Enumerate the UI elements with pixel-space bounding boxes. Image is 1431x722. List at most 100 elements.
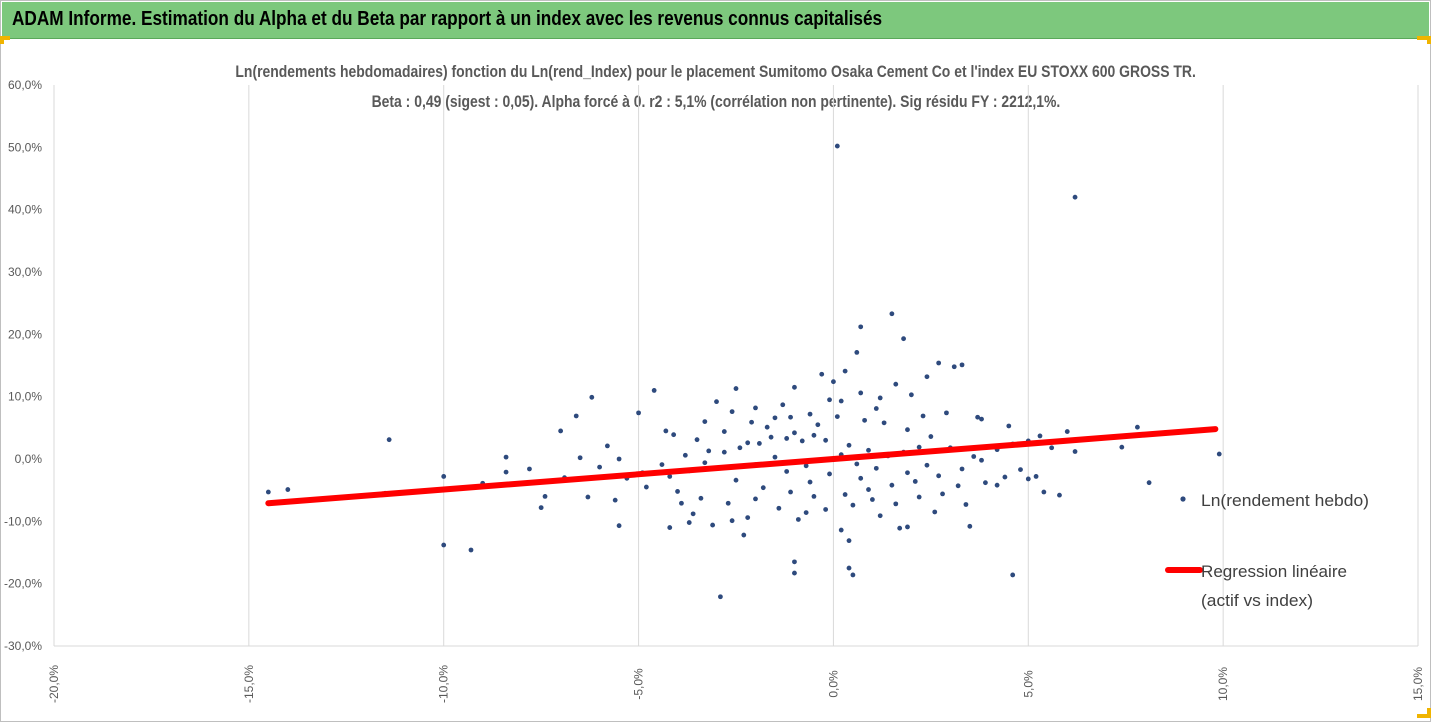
corner-marker xyxy=(1427,36,1431,44)
data-point xyxy=(963,502,969,507)
data-point xyxy=(768,434,774,440)
data-point xyxy=(441,474,447,479)
data-point xyxy=(831,379,836,385)
data-point xyxy=(803,463,809,469)
y-tick-label: 10,0% xyxy=(8,390,42,404)
y-tick-label: 20,0% xyxy=(8,327,42,341)
data-point xyxy=(675,489,680,494)
data-point xyxy=(967,523,973,529)
data-point xyxy=(702,460,708,466)
data-point xyxy=(585,494,591,500)
data-point xyxy=(924,374,930,380)
data-point xyxy=(854,461,860,467)
data-point xyxy=(936,360,942,366)
data-point xyxy=(994,482,1000,488)
data-point xyxy=(776,505,782,511)
data-point xyxy=(807,411,813,417)
data-point xyxy=(846,538,852,544)
data-point xyxy=(265,489,271,495)
data-point xyxy=(815,422,821,428)
regression-line xyxy=(265,426,1219,507)
y-tick-label: -20,0% xyxy=(4,577,42,591)
data-point xyxy=(745,440,751,446)
data-point xyxy=(905,427,910,433)
report-title: ADAM Informe. Estimation du Alpha et du … xyxy=(12,8,883,30)
data-point xyxy=(756,441,762,446)
data-point xyxy=(858,390,864,396)
corner-marker xyxy=(0,36,4,44)
data-point xyxy=(955,483,961,489)
data-point xyxy=(811,494,817,499)
y-tick-label: 40,0% xyxy=(8,203,42,217)
data-point xyxy=(1049,445,1055,451)
data-point xyxy=(1057,492,1062,498)
data-point xyxy=(838,527,844,533)
data-point xyxy=(889,311,895,317)
data-point xyxy=(573,413,579,419)
data-point xyxy=(905,470,910,476)
data-point xyxy=(1006,423,1012,429)
data-point xyxy=(936,473,942,479)
y-tick-label: 60,0% xyxy=(8,78,42,92)
x-tick-label: -10,0% xyxy=(437,665,451,703)
data-point xyxy=(643,484,649,490)
data-point xyxy=(764,424,770,430)
data-point xyxy=(979,416,984,422)
data-point xyxy=(866,487,871,492)
data-point xyxy=(893,381,899,387)
data-point xyxy=(686,520,692,525)
data-point xyxy=(468,547,474,553)
data-point xyxy=(604,443,610,449)
data-point xyxy=(850,502,856,508)
x-tick-label: 10,0% xyxy=(1216,667,1230,701)
data-point xyxy=(1010,572,1016,578)
data-point xyxy=(1025,476,1031,482)
data-point xyxy=(741,532,747,538)
data-point xyxy=(737,445,743,451)
data-point xyxy=(503,469,509,475)
data-point xyxy=(1146,480,1152,486)
data-point xyxy=(1064,429,1070,434)
data-point xyxy=(889,482,895,488)
data-point xyxy=(718,594,723,600)
data-point xyxy=(721,429,727,434)
data-point xyxy=(733,386,739,391)
data-point xyxy=(694,437,700,443)
data-point xyxy=(854,350,860,355)
data-point xyxy=(834,143,840,149)
points-layer xyxy=(265,143,1222,600)
data-point xyxy=(1216,451,1222,457)
data-point xyxy=(1037,433,1043,439)
data-point xyxy=(729,409,735,415)
data-point xyxy=(920,413,926,419)
data-point xyxy=(823,437,829,443)
data-point xyxy=(542,494,548,499)
data-point xyxy=(846,442,852,448)
data-point xyxy=(441,542,447,548)
corner-marker xyxy=(1417,714,1431,718)
data-point xyxy=(1135,424,1140,430)
y-tick-label: 50,0% xyxy=(8,140,42,154)
data-point xyxy=(795,517,801,522)
data-point xyxy=(842,492,848,497)
data-point xyxy=(932,509,938,515)
data-point xyxy=(792,430,797,436)
data-point xyxy=(877,513,883,519)
data-point xyxy=(753,496,758,502)
data-point xyxy=(838,398,844,404)
data-point xyxy=(671,432,677,438)
data-point xyxy=(714,399,719,405)
regression-layer xyxy=(265,426,1219,507)
data-point xyxy=(721,449,727,455)
corner-marker xyxy=(1427,708,1431,718)
data-point xyxy=(589,394,595,400)
corner-marker xyxy=(1417,36,1431,40)
x-tick-label: 5,0% xyxy=(1021,670,1035,698)
data-point xyxy=(772,454,778,460)
data-point xyxy=(503,454,509,460)
data-point xyxy=(710,522,716,528)
data-point xyxy=(901,336,906,342)
data-point xyxy=(1072,449,1078,454)
data-point xyxy=(1041,489,1047,495)
